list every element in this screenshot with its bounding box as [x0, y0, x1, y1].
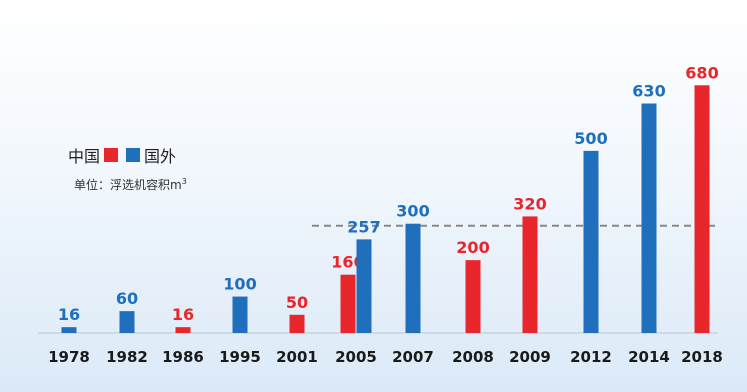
bar-foreign-2012: [583, 150, 599, 333]
data-label-china-1986: 16: [172, 305, 194, 324]
data-label-foreign-2005: 257: [347, 217, 380, 236]
data-label-china-2018: 680: [685, 63, 718, 82]
unit-label: 单位：浮选机容积m3: [74, 176, 187, 193]
x-tick-label-1986: 1986: [162, 348, 204, 366]
x-tick-label-1978: 1978: [48, 348, 90, 366]
data-label-china-2001: 50: [286, 293, 308, 312]
bar-foreign-1982: [119, 311, 135, 333]
unit-text: 单位：浮选机容积m: [74, 178, 182, 192]
legend-swatch-foreign: [126, 148, 141, 162]
x-tick-label-2005: 2005: [335, 348, 377, 366]
legend-swatch-china: [104, 148, 119, 162]
x-tick-label-1995: 1995: [219, 348, 261, 366]
data-label-foreign-1982: 60: [116, 289, 138, 308]
data-label-foreign-2007: 300: [396, 202, 429, 221]
x-tick-label-2007: 2007: [392, 348, 434, 366]
data-label-china-2009: 320: [513, 194, 546, 213]
bar-china-2009: [522, 216, 538, 333]
legend: 中国 国外: [68, 143, 176, 167]
data-label-foreign-2014: 630: [632, 82, 665, 101]
x-tick-label-2018: 2018: [681, 348, 723, 366]
x-tick-label-2012: 2012: [570, 348, 612, 366]
bar-china-1986: [175, 327, 191, 333]
bar-foreign-1995: [232, 296, 248, 333]
unit-superscript: 3: [181, 177, 187, 186]
x-tick-label-1982: 1982: [106, 348, 148, 366]
x-tick-label-2008: 2008: [452, 348, 494, 366]
legend-label-china: 中国: [68, 147, 101, 166]
bar-foreign-2014: [641, 103, 657, 333]
data-label-china-2008: 200: [456, 238, 489, 257]
data-label-china-2005: 160: [331, 253, 364, 272]
bar-china-2008: [465, 260, 481, 333]
x-tick-label-2014: 2014: [628, 348, 670, 366]
legend-label-foreign: 国外: [144, 147, 177, 166]
bar-foreign-1978: [61, 327, 77, 333]
bar-foreign-2007: [405, 223, 421, 333]
bar-china-2018: [694, 85, 710, 334]
bar-china-2005: [340, 274, 356, 333]
x-tick-label-2009: 2009: [509, 348, 551, 366]
data-label-foreign-1995: 100: [223, 275, 256, 294]
data-label-foreign-2012: 500: [574, 129, 607, 148]
bar-foreign-2005: [356, 239, 372, 333]
data-label-foreign-1978: 16: [58, 305, 80, 324]
bar-china-2001: [289, 314, 305, 333]
x-tick-label-2001: 2001: [276, 348, 318, 366]
